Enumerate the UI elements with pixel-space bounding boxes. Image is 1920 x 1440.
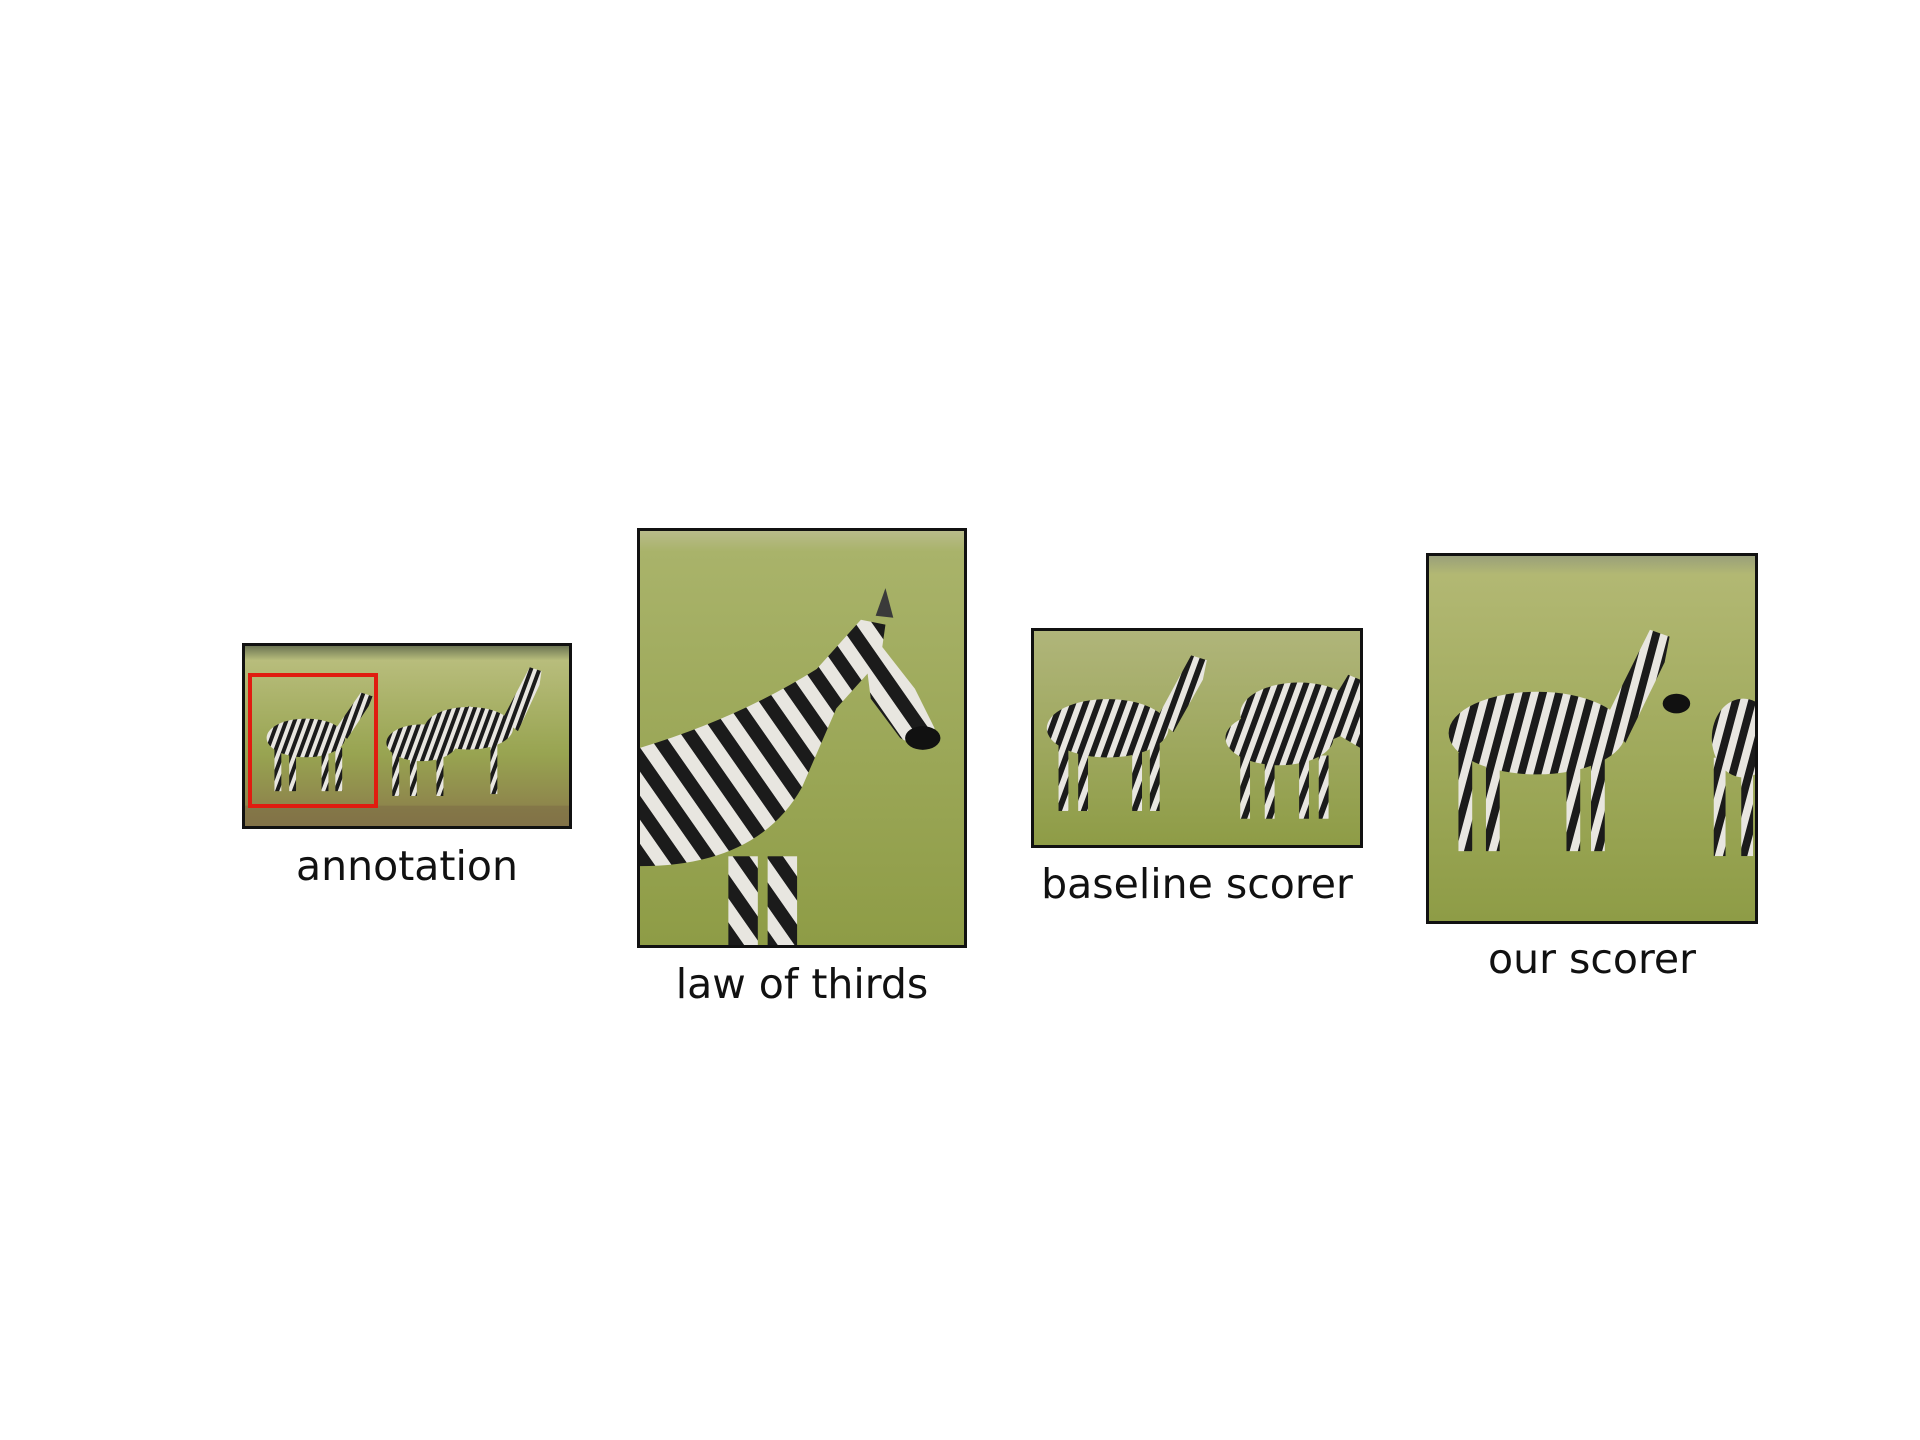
our-scorer-crop bbox=[1426, 553, 1758, 924]
zebra-group-image bbox=[1034, 631, 1360, 845]
caption-law-of-thirds: law of thirds bbox=[675, 960, 929, 1008]
zebra-closeup-image bbox=[640, 531, 964, 945]
zebra-herd-image bbox=[245, 646, 569, 826]
annotation-bounding-box bbox=[248, 673, 378, 808]
baseline-scorer-crop bbox=[1031, 628, 1363, 848]
annotation-photo bbox=[242, 643, 572, 829]
caption-annotation: annotation bbox=[296, 842, 518, 890]
caption-baseline-scorer: baseline scorer bbox=[1041, 860, 1353, 908]
law-of-thirds-crop bbox=[637, 528, 967, 948]
caption-our-scorer: our scorer bbox=[1488, 935, 1696, 983]
zebra-subject-image bbox=[1429, 556, 1755, 921]
